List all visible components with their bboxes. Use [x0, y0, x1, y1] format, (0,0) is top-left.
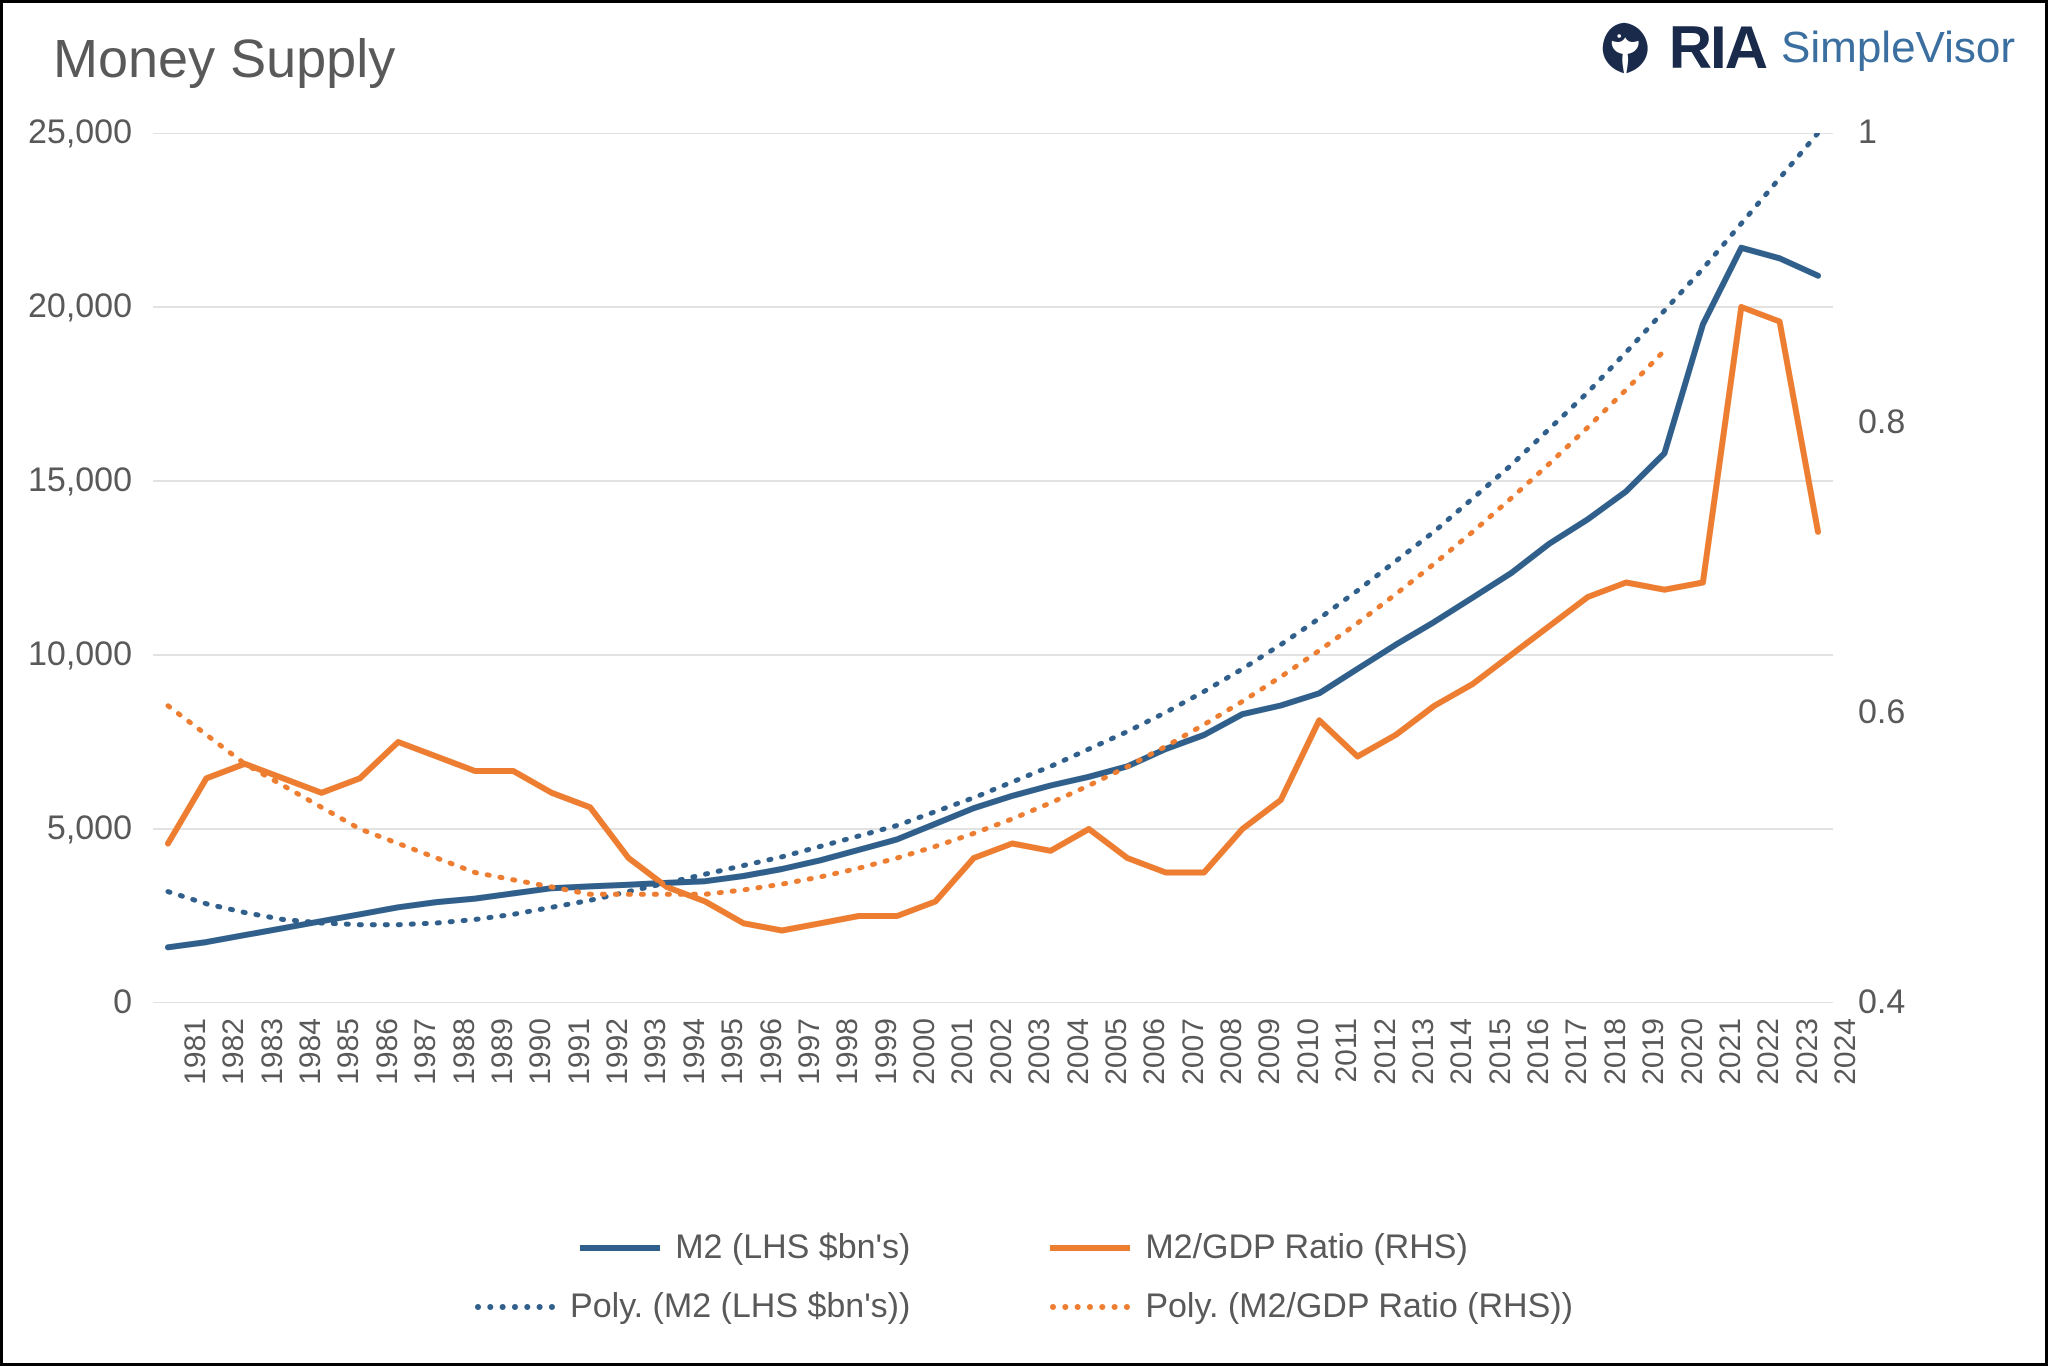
y-right-tick-label: 0.6	[1858, 693, 1905, 732]
x-tick-label: 1992	[601, 1018, 635, 1118]
x-tick-label: 2014	[1445, 1018, 1479, 1118]
brand-block: RIA SimpleVisor	[1594, 13, 2015, 82]
x-tick-label: 1983	[256, 1018, 290, 1118]
x-tick-label: 1994	[678, 1018, 712, 1118]
x-tick-label: 1982	[217, 1018, 251, 1118]
x-tick-label: 2007	[1177, 1018, 1211, 1118]
x-tick-label: 2020	[1676, 1018, 1710, 1118]
x-tick-label: 1991	[563, 1018, 597, 1118]
legend-row: M2 (LHS $bn's) M2/GDP Ratio (RHS)	[580, 1228, 1468, 1267]
legend-label: Poly. (M2/GDP Ratio (RHS))	[1145, 1287, 1573, 1326]
x-tick-label: 1988	[448, 1018, 482, 1118]
x-tick-label: 2023	[1791, 1018, 1825, 1118]
y-left-tick-label: 20,000	[28, 287, 132, 326]
x-tick-label: 2022	[1752, 1018, 1786, 1118]
legend-label: M2/GDP Ratio (RHS)	[1145, 1228, 1467, 1267]
x-tick-label: 2013	[1407, 1018, 1441, 1118]
x-tick-label: 2009	[1253, 1018, 1287, 1118]
x-tick-label: 2008	[1215, 1018, 1249, 1118]
x-tick-label: 1987	[409, 1018, 443, 1118]
x-tick-label: 1986	[371, 1018, 405, 1118]
x-tick-label: 1990	[524, 1018, 558, 1118]
x-tick-label: 2021	[1714, 1018, 1748, 1118]
x-tick-label: 2019	[1637, 1018, 1671, 1118]
x-tick-label: 1985	[332, 1018, 366, 1118]
x-tick-label: 2024	[1829, 1018, 1863, 1118]
legend-label: M2 (LHS $bn's)	[675, 1228, 910, 1267]
legend-swatch	[1050, 1245, 1130, 1251]
x-tick-label: 1997	[793, 1018, 827, 1118]
legend-swatch	[580, 1245, 660, 1251]
x-tick-label: 2011	[1330, 1018, 1364, 1118]
legend-item: M2 (LHS $bn's)	[580, 1228, 910, 1267]
x-tick-label: 1984	[294, 1018, 328, 1118]
legend-swatch	[1050, 1304, 1130, 1310]
x-tick-label: 1996	[755, 1018, 789, 1118]
eagle-icon	[1594, 18, 1654, 78]
x-tick-label: 1981	[179, 1018, 213, 1118]
legend-item: Poly. (M2 (LHS $bn's))	[475, 1287, 910, 1326]
x-tick-label: 2018	[1599, 1018, 1633, 1118]
chart-title: Money Supply	[53, 28, 395, 90]
legend-swatch	[475, 1304, 555, 1310]
legend-label: Poly. (M2 (LHS $bn's))	[570, 1287, 910, 1326]
x-tick-label: 1995	[716, 1018, 750, 1118]
x-tick-label: 2006	[1138, 1018, 1172, 1118]
x-tick-label: 2002	[985, 1018, 1019, 1118]
x-tick-label: 2015	[1484, 1018, 1518, 1118]
y-left-tick-label: 25,000	[28, 113, 132, 152]
y-left-tick-label: 0	[113, 983, 132, 1022]
x-tick-label: 2000	[908, 1018, 942, 1118]
y-left-tick-label: 15,000	[28, 461, 132, 500]
x-tick-label: 1998	[831, 1018, 865, 1118]
x-tick-label: 1993	[639, 1018, 673, 1118]
x-tick-label: 2016	[1522, 1018, 1556, 1118]
x-tick-label: 2004	[1062, 1018, 1096, 1118]
x-tick-label: 2003	[1023, 1018, 1057, 1118]
legend-item: Poly. (M2/GDP Ratio (RHS))	[1050, 1287, 1573, 1326]
x-tick-label: 1989	[486, 1018, 520, 1118]
line-chart	[153, 133, 1833, 1003]
chart-legend: M2 (LHS $bn's) M2/GDP Ratio (RHS) Poly. (M…	[3, 1228, 2045, 1326]
y-right-tick-label: 0.4	[1858, 983, 1905, 1022]
y-left-tick-label: 10,000	[28, 635, 132, 674]
x-tick-label: 2010	[1292, 1018, 1326, 1118]
x-tick-label: 2005	[1100, 1018, 1134, 1118]
brand-simplevisor-text: SimpleVisor	[1781, 23, 2015, 73]
y-left-tick-label: 5,000	[47, 809, 132, 848]
chart-frame: Money Supply RIA SimpleVisor 0 5,000 10,00…	[0, 0, 2048, 1366]
y-right-tick-label: 0.8	[1858, 403, 1905, 442]
x-tick-label: 2017	[1560, 1018, 1594, 1118]
legend-row: Poly. (M2 (LHS $bn's)) Poly. (M2/GDP Rati…	[475, 1287, 1573, 1326]
x-tick-label: 2001	[946, 1018, 980, 1118]
x-tick-label: 1999	[870, 1018, 904, 1118]
x-tick-label: 2012	[1369, 1018, 1403, 1118]
brand-ria-text: RIA	[1669, 13, 1766, 82]
legend-item: M2/GDP Ratio (RHS)	[1050, 1228, 1467, 1267]
y-right-tick-label: 1	[1858, 113, 1877, 152]
